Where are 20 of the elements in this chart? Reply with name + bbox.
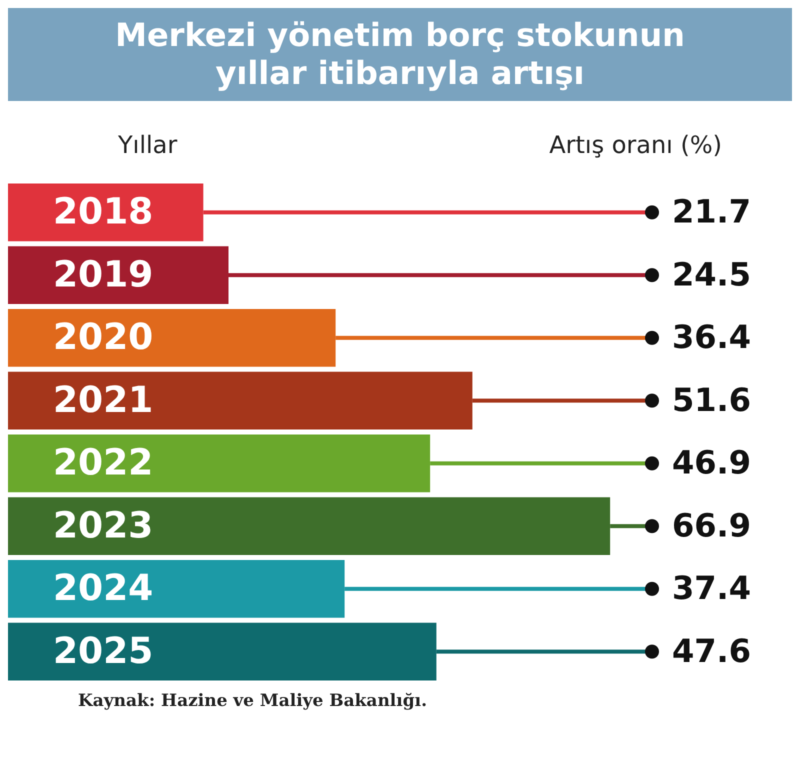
y-tick-label: 2018 xyxy=(53,192,154,233)
data-label: 24.5 xyxy=(672,255,751,294)
data-label: 21.7 xyxy=(672,192,751,230)
data-label: 66.9 xyxy=(672,506,751,544)
y-tick-label: 2022 xyxy=(53,442,154,484)
y-tick-label: 2019 xyxy=(53,254,154,296)
data-label: 36.4 xyxy=(672,318,751,356)
data-label: 46.9 xyxy=(672,443,751,482)
y-tick-label: 2024 xyxy=(53,568,154,610)
y-tick-label: 2021 xyxy=(53,380,154,421)
data-label: 51.6 xyxy=(672,380,751,419)
y-tick-label: 2020 xyxy=(53,317,154,358)
y-tick-label: 2025 xyxy=(53,630,154,672)
data-label: 37.4 xyxy=(672,568,751,607)
x-axis-title: Artış oranı (%) xyxy=(549,130,722,159)
text: Kaynak: Hazine ve Maliye Bakanlığı. xyxy=(77,690,428,713)
chart-title: Merkezi yönetim borç stokunun yıllar itibarıyla artışı xyxy=(8,8,792,101)
y-tick-label: 2023 xyxy=(53,505,154,546)
y-axis-title: Yıllar xyxy=(118,130,178,159)
data-label: 47.6 xyxy=(672,632,751,670)
